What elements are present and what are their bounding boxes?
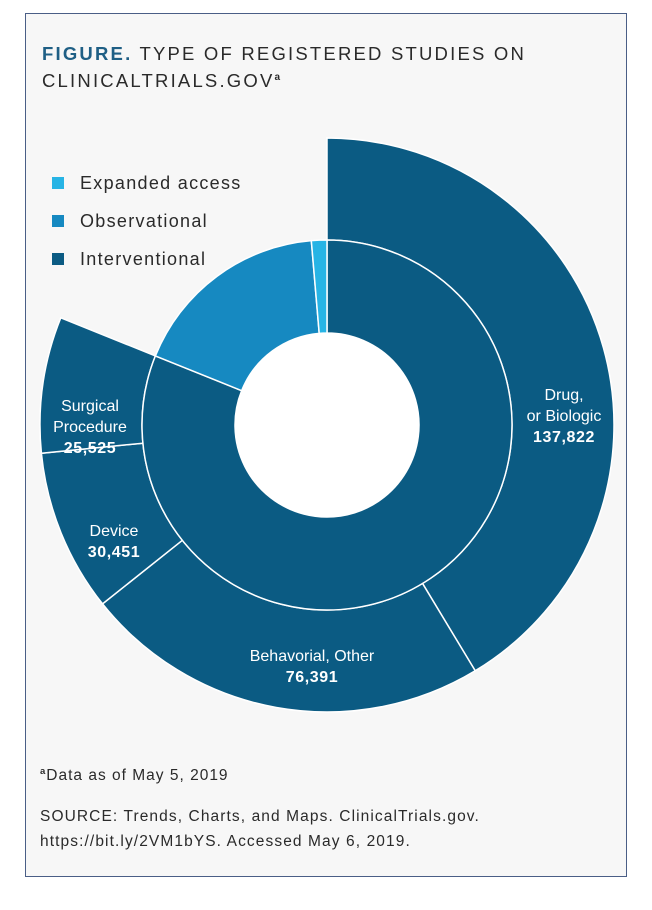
chart-legend: Expanded access Observational Interventi… [52,164,242,278]
slice-label-surgical-procedure-line-1: Surgical [61,398,119,415]
legend-swatch-interventional [52,253,64,265]
title-line-1: TYPE OF REGISTERED STUDIES ON [139,43,527,64]
legend-label-expanded-access: Expanded access [80,172,242,193]
slice-value-drug-or-biologic: 137,822 [533,429,595,446]
footnote-marker: a [40,766,47,777]
legend-label-observational: Observational [80,210,208,231]
donut-center-hole [235,333,419,517]
source-line-1: SOURCE: Trends, Charts, and Maps. Clinic… [40,808,480,825]
footnote-text: Data as of May 5, 2019 [46,767,229,785]
source-line-2: https://bit.ly/2VM1bYS. Accessed May 6, … [40,833,411,850]
footnote: aData as of May 5, 2019 [40,766,229,785]
figure-title: FIGURE. TYPE OF REGISTERED STUDIES ON CL… [42,40,602,94]
slice-value-behavorial-other: 76,391 [286,669,339,686]
slice-label-behavorial-other-line-1: Behavorial, Other [250,648,375,665]
title-footnote-marker: a [274,71,283,83]
title-line-2: CLINICALTRIALS.GOV [42,70,275,91]
legend-swatch-expanded-access [52,177,64,189]
source-citation: SOURCE: Trends, Charts, and Maps. Clinic… [40,804,580,854]
figure-label: FIGURE. [42,43,133,64]
legend-swatch-observational [52,215,64,227]
legend-item-interventional: Interventional [52,240,242,278]
legend-item-expanded-access: Expanded access [52,164,242,202]
slice-label-drug-or-biologic-line-2: or Biologic [527,408,602,425]
slice-label-device-line-1: Device [90,523,139,540]
slice-label-drug-or-biologic-line-1: Drug, [544,387,583,404]
legend-item-observational: Observational [52,202,242,240]
slice-value-device: 30,451 [88,544,141,561]
slice-value-surgical-procedure: 25,525 [64,440,117,457]
legend-label-interventional: Interventional [80,248,207,269]
slice-label-surgical-procedure-line-2: Procedure [53,419,127,436]
